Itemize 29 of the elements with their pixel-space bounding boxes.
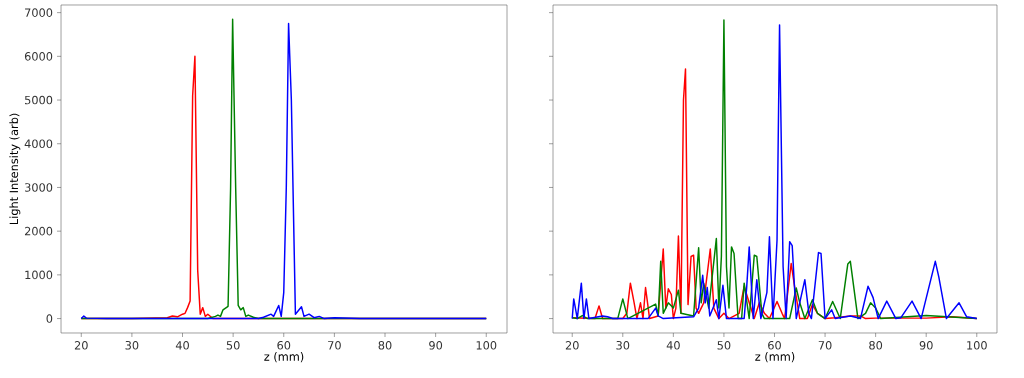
x-tick-label: 50 [717, 341, 731, 350]
y-tick-label: 6000 [24, 52, 53, 61]
x-tick-label: 100 [476, 341, 497, 350]
x-axis-title: z (mm) [755, 352, 795, 363]
x-axis-title: z (mm) [264, 352, 304, 363]
y-tick-label: 4000 [24, 139, 53, 149]
x-tick-label: 70 [818, 341, 832, 350]
y-tick-label: 1000 [25, 270, 53, 280]
x-tick-label: 60 [768, 341, 781, 350]
x-tick-label: 50 [226, 341, 240, 350]
x-tick-label: 40 [175, 341, 189, 350]
x-tick-label: 90 [919, 341, 933, 350]
x-tick-label: 80 [869, 341, 883, 350]
x-tick-label: 60 [277, 341, 291, 350]
x-tick-label: 20 [74, 341, 88, 350]
y-axis-title: Light Intensity (arb) [9, 113, 21, 225]
x-tick-label: 70 [328, 341, 341, 350]
y-tick-label: 3000 [24, 183, 53, 192]
y-tick-label: 2000 [24, 226, 53, 236]
x-tick-label: 20 [565, 341, 579, 350]
x-tick-label: 30 [125, 341, 139, 350]
x-tick-label: 80 [378, 341, 392, 350]
x-tick-label: 100 [967, 341, 987, 350]
x-tick-label: 30 [616, 341, 630, 350]
y-tick-label: 7000 [25, 8, 53, 17]
y-tick-label: 5000 [25, 95, 53, 105]
x-tick-label: 90 [429, 341, 443, 350]
x-tick-label: 40 [666, 341, 680, 350]
y-tick-label: 0 [46, 314, 53, 323]
